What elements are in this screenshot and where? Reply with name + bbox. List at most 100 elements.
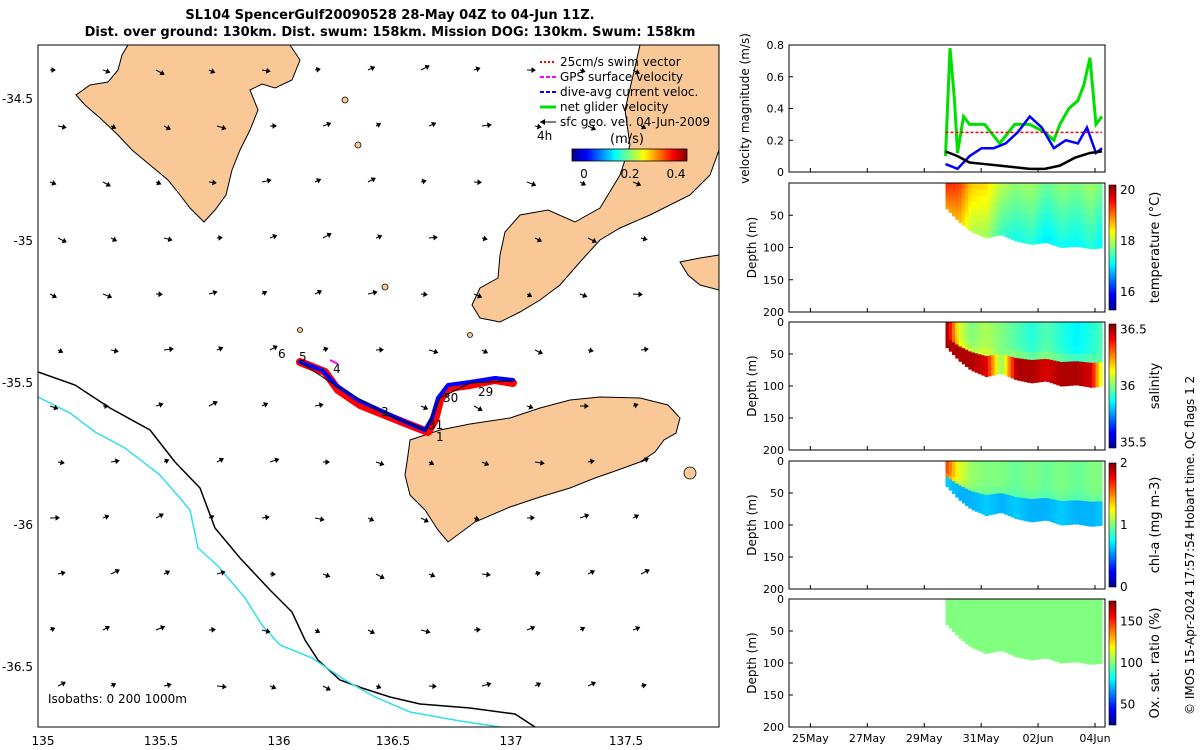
heatmap-cell: [1013, 226, 1018, 235]
velocity-arrow-head: [318, 402, 324, 409]
heatmap-cell: [958, 480, 963, 487]
velocity-arrow-head: [477, 179, 482, 186]
heatmap-cell: [1079, 630, 1084, 640]
heatmap-cell: [1033, 344, 1038, 353]
heatmap-cell: [1088, 655, 1093, 665]
heatmap-cell: [991, 209, 995, 217]
track-label: 31: [428, 418, 443, 432]
heatmap-cell: [1000, 637, 1005, 645]
heatmap-cell: [1033, 220, 1038, 230]
velocity-arrow-head: [536, 123, 542, 130]
heatmap-cell: [1072, 206, 1077, 216]
heatmap-cell: [968, 333, 973, 341]
heatmap-cell: [994, 631, 999, 639]
heatmap-cell: [994, 335, 999, 343]
heatmap-cell: [1030, 614, 1035, 623]
heatmap-cell: [948, 336, 953, 341]
heatmap-cell: [1027, 344, 1031, 353]
velocity-arrow-head: [588, 347, 594, 354]
heatmap-cell: [961, 327, 966, 334]
heatmap-cell: [1010, 640, 1015, 649]
heatmap-cell: [1056, 361, 1061, 370]
velocity-arrow-head: [638, 291, 643, 298]
colorbar-tick-label: 36: [1120, 379, 1135, 393]
heatmap-cell: [965, 222, 969, 229]
heatmap-cell: [952, 203, 956, 209]
heatmap-cell: [1062, 377, 1067, 387]
heatmap-cell: [984, 224, 989, 232]
heatmap-cell: [1088, 469, 1093, 478]
heatmap-cell: [1043, 635, 1048, 644]
heatmap-cell: [994, 506, 999, 514]
heatmap-cell: [1079, 599, 1084, 608]
heatmap-cell: [1053, 491, 1057, 501]
heatmap-cell: [1017, 475, 1022, 484]
heatmap-cell: [1062, 630, 1067, 640]
heatmap-cell: [948, 602, 953, 607]
heatmap-cell: [987, 335, 992, 343]
heatmap-cell: [1043, 329, 1048, 338]
heatmap-cell: [1088, 485, 1093, 495]
y-tick-label: 100: [763, 242, 784, 255]
heatmap-cell: [1059, 183, 1064, 192]
heatmap-cell: [961, 619, 966, 626]
heatmap-cell: [1017, 219, 1022, 228]
heatmap-cell: [984, 619, 989, 627]
heatmap-cell: [1020, 197, 1025, 206]
heatmap-cell: [1059, 622, 1064, 632]
panel-frame: [788, 460, 1106, 590]
heatmap-cell: [1072, 238, 1077, 248]
heatmap-cell: [1023, 599, 1028, 608]
heatmap-cell: [971, 503, 976, 511]
heatmap-cell: [952, 603, 956, 608]
heatmap-cell: [1088, 362, 1093, 372]
heatmap-cell: [1017, 234, 1022, 243]
velocity-arrow-head: [159, 70, 165, 76]
heatmap-cell: [1036, 198, 1041, 207]
heatmap-cell: [965, 621, 969, 628]
heatmap-cell: [997, 467, 1002, 475]
heatmap-cell: [1069, 190, 1074, 200]
heatmap-cell: [965, 632, 969, 639]
heatmap-cell: [1036, 322, 1041, 331]
heatmap-cell: [987, 203, 992, 211]
heatmap-cell: [974, 189, 979, 197]
heatmap-cell: [1079, 322, 1084, 331]
heatmap-cell: [997, 499, 1002, 507]
heatmap-cell: [1007, 646, 1012, 655]
heatmap-cell: [958, 183, 963, 189]
heatmap-cell: [1053, 468, 1057, 478]
heatmap-cell: [1085, 362, 1090, 372]
heatmap-cell: [981, 355, 986, 363]
heatmap-cell: [1020, 220, 1025, 229]
velocity-arrow-head: [634, 69, 640, 75]
heatmap-cell: [997, 473, 1002, 481]
heatmap-cell: [955, 474, 960, 480]
heatmap-cell: [1010, 218, 1015, 226]
heatmap-cell: [948, 464, 953, 469]
heatmap-cell: [984, 508, 989, 516]
y-tick-label: 200: [763, 721, 784, 734]
heatmap-cell: [1043, 205, 1048, 214]
heatmap-cell: [1069, 638, 1074, 647]
heatmap-cell: [1004, 638, 1009, 647]
velocity-arrow-head: [474, 515, 480, 522]
heatmap-cell: [1027, 367, 1031, 376]
heatmap-cell: [1046, 599, 1051, 608]
heatmap-cell: [1040, 461, 1044, 470]
heatmap-cell: [997, 183, 1002, 191]
heatmap-cell: [1023, 344, 1028, 353]
heatmap-cell: [948, 620, 953, 626]
heatmap-cell: [958, 475, 963, 482]
heatmap-cell: [1062, 191, 1067, 200]
heatmap-cell: [1033, 198, 1038, 207]
isobaths-label: Isobaths: 0 200 1000m: [48, 692, 187, 706]
heatmap-cell: [958, 331, 963, 338]
heatmap-cell: [961, 332, 966, 339]
heatmap-cell: [1053, 352, 1057, 362]
colorbar-label: Ox. sat. ratio (%): [1148, 608, 1163, 719]
heatmap-cell: [1027, 651, 1031, 660]
heatmap-cell: [1075, 329, 1080, 339]
heatmap-cell: [1066, 198, 1070, 208]
heatmap-cell: [1036, 461, 1041, 470]
